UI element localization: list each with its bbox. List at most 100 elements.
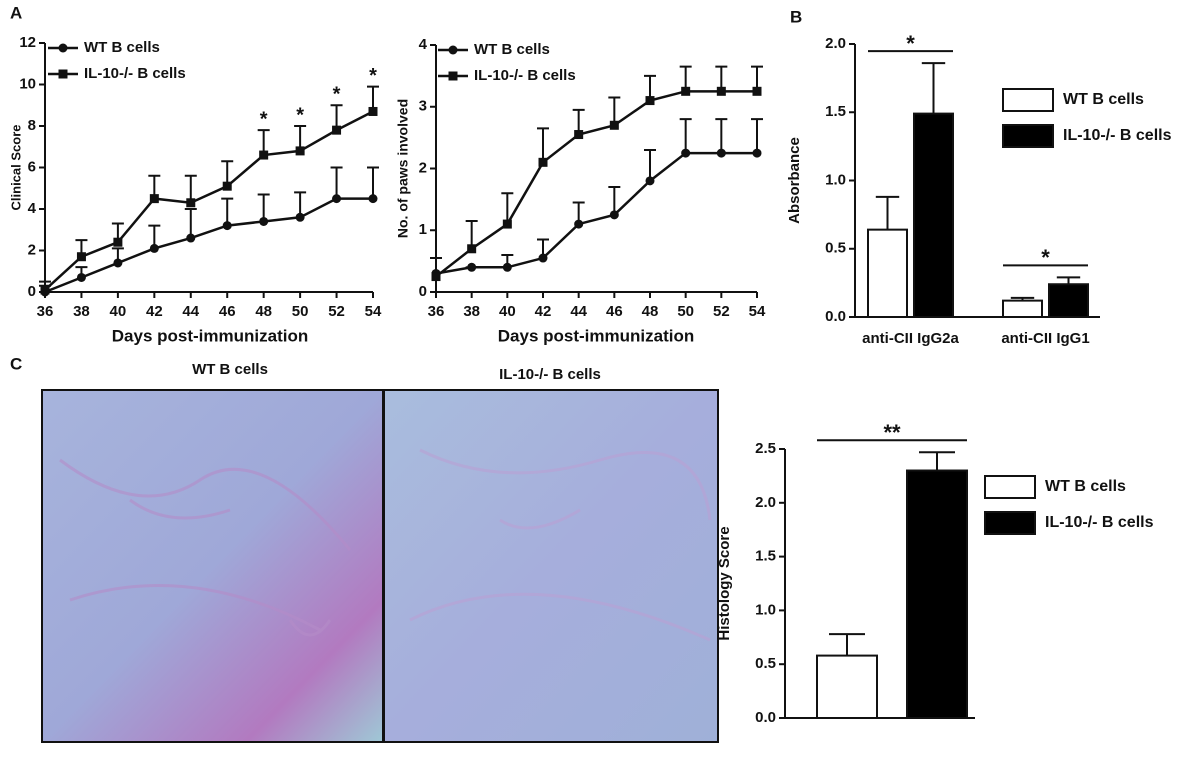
legend-label: IL-10-/- B cells — [84, 65, 186, 82]
legend-label: WT B cells — [1045, 478, 1126, 495]
annotation: * — [333, 84, 341, 106]
x-tick-label: 50 — [677, 303, 694, 320]
marker — [502, 219, 512, 229]
marker — [259, 150, 269, 160]
error-bar — [330, 166, 343, 199]
marker — [574, 219, 584, 229]
legend-label: WT B cells — [84, 39, 160, 56]
error-bar — [608, 96, 621, 126]
marker — [113, 258, 123, 268]
x-tick-label: 36 — [37, 303, 54, 320]
series-line — [44, 110, 374, 291]
x-tick-label: 44 — [570, 303, 587, 320]
marker — [538, 253, 548, 263]
y-tick-label: 4 — [28, 200, 37, 217]
y-tick-label: 6 — [28, 158, 36, 175]
image-caption: IL-10-/- B cells — [499, 366, 601, 383]
y-tick-label: 0.5 — [755, 655, 776, 672]
y-tick-label: 2.5 — [755, 440, 776, 457]
legend-label: IL-10-/- B cells — [1063, 127, 1172, 144]
marker — [76, 252, 86, 262]
y-tick-label: 0 — [28, 283, 36, 300]
error-bar — [1056, 276, 1081, 285]
y-tick-label: 1.5 — [755, 548, 776, 565]
marker — [40, 285, 50, 295]
x-tick-label: 54 — [749, 303, 766, 320]
histology-image — [41, 389, 384, 743]
error-bar — [465, 219, 478, 249]
y-tick-label: 2 — [419, 159, 427, 176]
error-bar — [679, 118, 692, 154]
x-tick-label: 52 — [713, 303, 730, 320]
error-bar — [875, 195, 900, 230]
marker — [295, 212, 305, 222]
legend-swatch — [1002, 88, 1054, 112]
marker — [295, 146, 305, 156]
marker — [609, 210, 619, 220]
annotation: ** — [883, 420, 901, 445]
marker — [645, 176, 655, 186]
x-tick-label: 42 — [535, 303, 552, 320]
marker — [645, 96, 655, 106]
x-tick-label: anti-CII IgG2a — [862, 330, 959, 347]
error-bar — [501, 192, 514, 225]
marker — [752, 148, 762, 158]
panel-label: B — [790, 7, 802, 26]
marker — [431, 272, 441, 282]
error-bar — [537, 127, 549, 163]
error-bar — [608, 186, 621, 215]
x-tick-label: 40 — [499, 303, 516, 320]
y-tick-label: 10 — [19, 75, 36, 92]
panel-label: C — [10, 354, 22, 373]
y-tick-label: 0.0 — [825, 308, 846, 325]
marker — [332, 194, 342, 204]
marker — [186, 198, 196, 208]
x-tick-label: 50 — [292, 303, 309, 320]
x-tick-label: 36 — [428, 303, 445, 320]
marker — [752, 86, 762, 96]
bar — [816, 654, 878, 719]
marker — [467, 244, 477, 254]
marker — [502, 262, 512, 272]
y-axis-label: No. of paws involved — [395, 99, 411, 238]
x-tick-label: 42 — [146, 303, 163, 320]
y-tick-label: 12 — [19, 34, 36, 51]
marker — [681, 86, 691, 96]
marker — [368, 194, 378, 204]
series-line — [435, 151, 757, 275]
marker — [186, 233, 196, 243]
marker — [222, 181, 232, 191]
panel-label: A — [10, 3, 22, 22]
marker — [716, 148, 726, 158]
error-bar — [644, 148, 656, 181]
x-tick-label: 38 — [73, 303, 90, 320]
legend-swatch — [984, 475, 1036, 499]
marker — [609, 120, 619, 130]
x-tick-label: 48 — [642, 303, 659, 320]
y-tick-label: 8 — [28, 117, 36, 134]
marker — [149, 243, 159, 253]
x-axis-label: Days post-immunization — [112, 326, 308, 345]
error-bar — [919, 451, 955, 471]
legend-label: IL-10-/- B cells — [1045, 514, 1154, 531]
y-tick-label: 1.0 — [825, 171, 846, 188]
y-axis-label: Histology Score — [716, 526, 733, 640]
marker — [332, 125, 342, 135]
legend-swatch — [984, 511, 1036, 535]
x-tick-label: 54 — [365, 303, 382, 320]
y-tick-label: 0.5 — [825, 240, 846, 257]
legend-marker — [448, 45, 458, 55]
marker — [716, 86, 726, 96]
x-tick-label: 48 — [255, 303, 272, 320]
x-tick-label: 46 — [606, 303, 623, 320]
y-tick-label: 0 — [419, 283, 427, 300]
legend-swatch — [1002, 124, 1054, 148]
legend-marker — [58, 43, 68, 53]
x-axis-label: Days post-immunization — [498, 326, 694, 345]
legend-marker — [448, 71, 458, 81]
y-tick-label: 2.0 — [755, 494, 776, 511]
annotation: * — [1041, 245, 1050, 270]
x-tick-label: 38 — [463, 303, 480, 320]
marker — [368, 106, 378, 116]
